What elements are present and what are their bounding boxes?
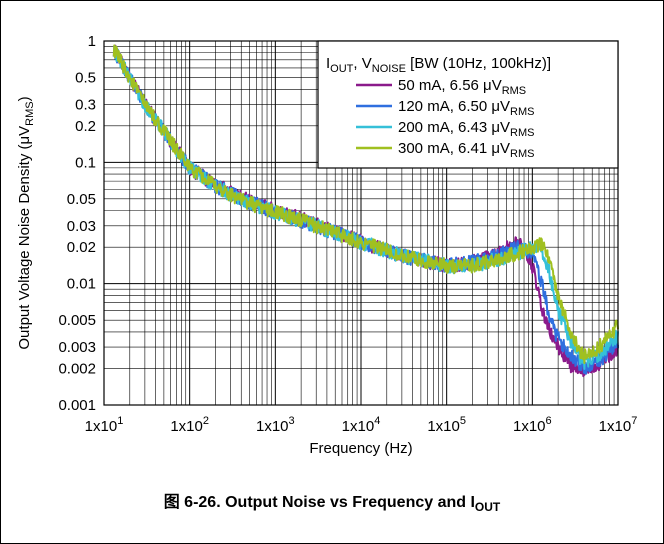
y-tick-label: 0.001 — [58, 397, 96, 414]
y-tick-label: 1 — [88, 33, 96, 50]
x-tick-label: 1x102 — [170, 415, 209, 435]
y-tick-label: 0.05 — [67, 191, 96, 208]
figure-caption: 图 6-26. Output Noise vs Frequency and IO… — [163, 494, 501, 515]
y-tick-label: 0.2 — [75, 118, 96, 135]
legend-label-1: 50 mA, 6.56 μVRMS — [398, 77, 526, 97]
y-tick-label: 0.03 — [67, 218, 96, 235]
y-tick-label: 0.002 — [58, 360, 96, 377]
x-tick-label: 1x107 — [599, 415, 638, 435]
x-tick-label: 1x106 — [513, 415, 552, 435]
x-tick-label: 1x101 — [85, 415, 124, 435]
y-axis-title: Output Voltage Noise Density (μVRMS) — [16, 96, 36, 349]
y-tick-label: 0.5 — [75, 70, 96, 87]
y-tick-label: 0.01 — [67, 276, 96, 293]
y-tick-label: 0.02 — [67, 239, 96, 256]
legend-label-4: 300 mA, 6.41 μVRMS — [398, 140, 535, 160]
y-tick-label: 0.003 — [58, 339, 96, 356]
y-tick-label: 0.005 — [58, 312, 96, 329]
x-tick-label: 1x103 — [256, 415, 295, 435]
y-tick-labels: 1 0.5 0.3 0.2 0.1 0.05 0.03 0.02 0.01 0.005 0.003 0… — [58, 33, 96, 414]
legend: IOUT, VNOISE [BW (10Hz, 100kHz)] 50 mA, … — [317, 40, 619, 169]
noise-density-chart: 1x101 1x102 1x103 1x104 1x105 1x106 1x107 1 0.5… — [16, 33, 638, 457]
y-tick-label: 0.1 — [75, 154, 96, 171]
legend-title: IOUT, VNOISE [BW (10Hz, 100kHz)] — [326, 55, 551, 75]
legend-label-3: 200 mA, 6.43 μVRMS — [398, 119, 535, 139]
x-axis-title: Frequency (Hz) — [309, 440, 412, 457]
x-tick-label: 1x104 — [342, 415, 381, 435]
series-layer — [112, 44, 619, 378]
x-tick-labels: 1x101 1x102 1x103 1x104 1x105 1x106 1x107 — [85, 415, 638, 435]
y-tick-label: 0.3 — [75, 96, 96, 113]
series-line-4 — [112, 44, 619, 364]
legend-label-2: 120 mA, 6.50 μVRMS — [398, 98, 535, 118]
x-tick-label: 1x105 — [427, 415, 466, 435]
